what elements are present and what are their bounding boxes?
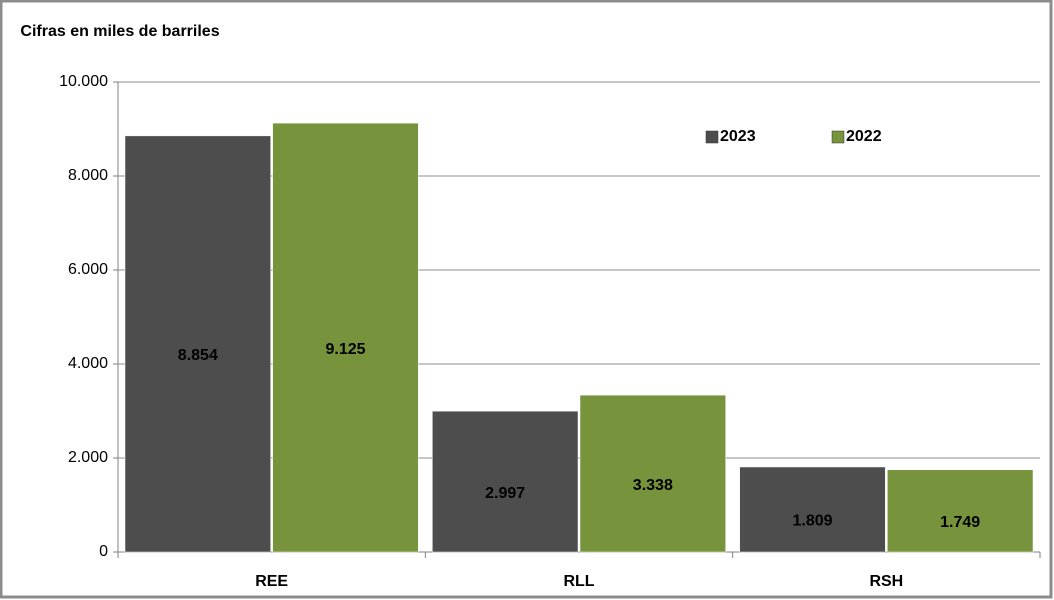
value-label: 1.809 xyxy=(792,513,832,530)
bar xyxy=(272,122,419,553)
y-tick-label: 6.000 xyxy=(68,261,108,278)
y-axis-label: Cifras en miles de barriles xyxy=(20,23,220,40)
bar xyxy=(739,466,886,553)
value-label: 1.749 xyxy=(940,514,980,531)
value-label: 3.338 xyxy=(633,477,673,494)
value-label: 9.125 xyxy=(325,341,365,358)
bar xyxy=(432,410,579,553)
legend-label: 2022 xyxy=(846,128,882,145)
legend-label: 2023 xyxy=(720,128,756,145)
y-tick-label: 2.000 xyxy=(68,449,108,466)
bar xyxy=(887,469,1034,553)
y-tick-label: 8.000 xyxy=(68,167,108,184)
x-tick-label: REE xyxy=(255,573,288,590)
y-tick-label: 0 xyxy=(99,543,108,560)
x-tick-label: RLL xyxy=(563,573,594,590)
value-label: 8.854 xyxy=(178,347,218,364)
y-tick-label: 4.000 xyxy=(68,355,108,372)
legend-swatch xyxy=(831,130,845,144)
bar xyxy=(579,394,726,553)
x-tick-label: RSH xyxy=(869,573,903,590)
legend-swatch xyxy=(705,130,719,144)
value-label: 2.997 xyxy=(485,485,525,502)
bar xyxy=(124,135,271,553)
y-tick-label: 10.000 xyxy=(59,73,108,90)
